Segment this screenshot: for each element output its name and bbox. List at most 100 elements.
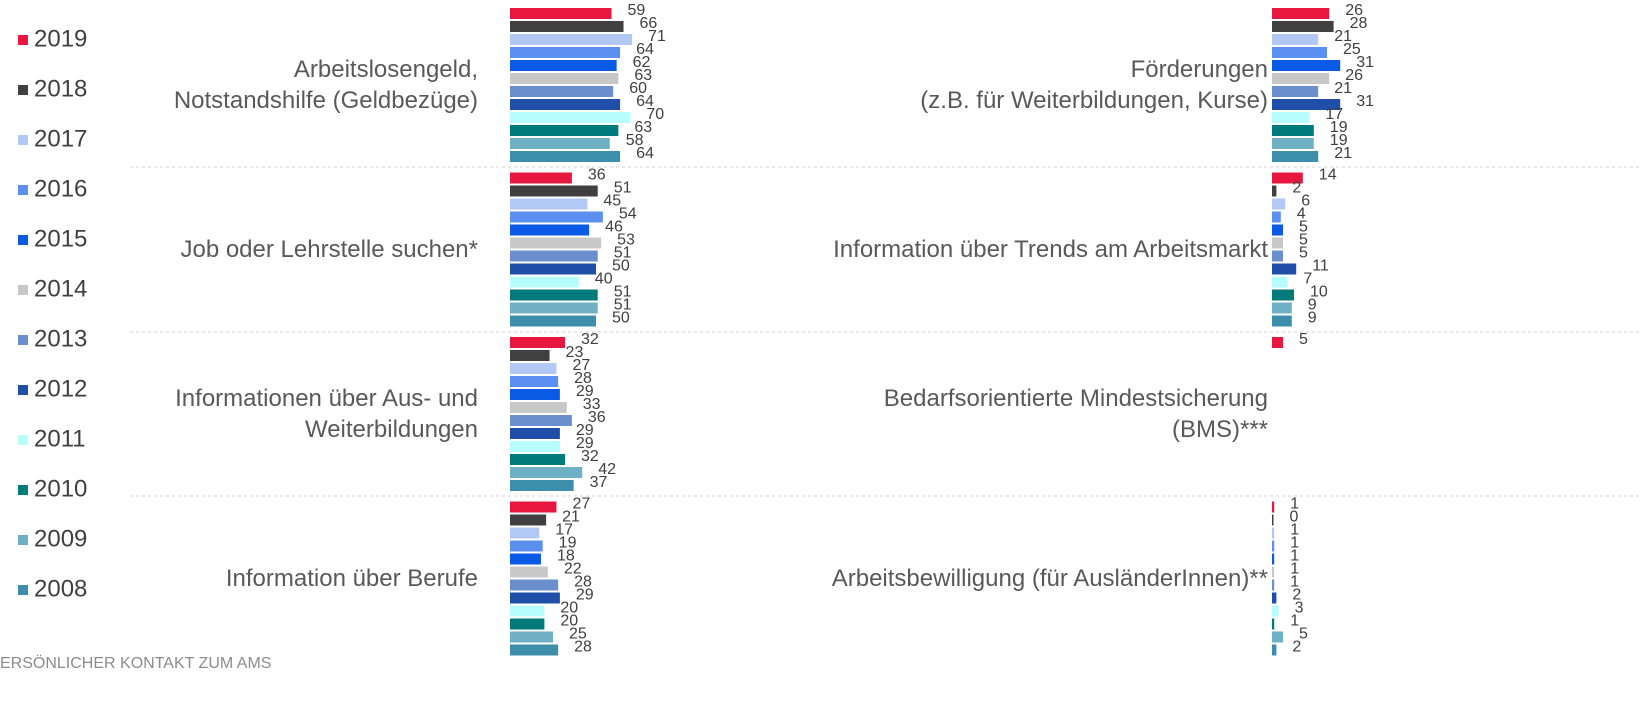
- legend-swatch: [18, 485, 28, 495]
- value-label: 5: [1299, 626, 1308, 643]
- value-label: 1: [1290, 535, 1299, 552]
- value-label: 5: [1299, 331, 1308, 348]
- bar: [510, 138, 610, 149]
- value-label: 51: [614, 284, 632, 301]
- legend-label: 2017: [34, 125, 87, 152]
- legend-label: 2012: [34, 375, 87, 402]
- legend-swatch: [18, 85, 28, 95]
- value-label: 26: [1345, 2, 1363, 19]
- bar: [510, 60, 617, 71]
- bar: [1272, 514, 1274, 526]
- bar: [510, 553, 541, 565]
- value-label: 21: [1334, 145, 1352, 162]
- value-label: 29: [576, 422, 594, 439]
- value-label: 2: [1292, 639, 1301, 656]
- value-label: 1: [1290, 522, 1299, 539]
- bar: [510, 99, 621, 110]
- value-label: 28: [574, 370, 592, 387]
- legend-swatch: [18, 435, 28, 445]
- value-label: 9: [1308, 310, 1317, 327]
- value-label: 22: [564, 561, 582, 578]
- value-label: 50: [612, 258, 630, 275]
- legend-label: 2014: [34, 275, 87, 302]
- bar: [510, 454, 566, 465]
- value-label: 42: [598, 461, 616, 478]
- value-label: 50: [612, 310, 630, 327]
- value-label: 53: [617, 232, 635, 249]
- bar: [510, 73, 619, 84]
- bar: [1272, 605, 1279, 617]
- legend-label: 2008: [34, 575, 87, 602]
- bar: [510, 86, 614, 97]
- value-label: 31: [1356, 93, 1374, 110]
- bar: [510, 151, 621, 162]
- bar: [510, 21, 624, 32]
- category-label: (BMS)***: [1172, 416, 1268, 443]
- value-label: 5: [1299, 232, 1308, 249]
- category-label: Bedarfsorientierte Mindestsicherung: [884, 385, 1268, 412]
- value-label: 11: [1312, 258, 1329, 275]
- bar: [510, 237, 602, 249]
- bar: [510, 631, 553, 643]
- value-label: 2: [1292, 180, 1301, 197]
- bar: [1272, 263, 1297, 275]
- category-label: Information über Berufe: [226, 565, 478, 592]
- value-label: 37: [590, 474, 608, 491]
- value-label: 20: [560, 600, 578, 617]
- category-label: Information über Trends am Arbeitsmarkt: [833, 236, 1268, 263]
- value-label: 60: [629, 80, 647, 97]
- bar: [510, 428, 560, 439]
- value-label: 32: [581, 448, 599, 465]
- value-label: 23: [566, 344, 584, 361]
- value-label: 29: [576, 587, 594, 604]
- legend-swatch: [18, 35, 28, 45]
- bar: [1272, 172, 1303, 184]
- value-label: 10: [1310, 284, 1328, 301]
- value-label: 25: [569, 626, 587, 643]
- bar: [510, 125, 619, 136]
- value-label: 40: [595, 271, 613, 288]
- legend-label: 2009: [34, 525, 87, 552]
- value-label: 19: [559, 535, 577, 552]
- bar: [510, 605, 545, 617]
- value-label: 9: [1308, 297, 1317, 314]
- bar: [1272, 138, 1314, 149]
- bar: [510, 415, 572, 426]
- bar: [510, 8, 612, 19]
- bar: [510, 112, 631, 123]
- footer: ERSÖNLICHER KONTAKT ZUM AMS: [0, 654, 271, 672]
- value-label: 28: [574, 574, 592, 591]
- value-label: 21: [1334, 80, 1352, 97]
- value-label: 1: [1290, 613, 1299, 630]
- value-label: 36: [588, 167, 606, 184]
- value-label: 14: [1319, 167, 1337, 184]
- value-label: 26: [1345, 67, 1363, 84]
- bar: [1272, 47, 1327, 58]
- bar: [510, 47, 621, 58]
- value-label: 62: [633, 54, 651, 71]
- legend-swatch: [18, 285, 28, 295]
- bar: [510, 376, 559, 387]
- legend-swatch: [18, 135, 28, 145]
- value-label: 17: [1325, 106, 1343, 123]
- category-label: (z.B. für Weiterbildungen, Kurse): [920, 87, 1268, 114]
- value-label: 19: [1330, 132, 1348, 149]
- bar: [1272, 553, 1275, 565]
- legend-swatch: [18, 235, 28, 245]
- value-label: 25: [1343, 41, 1361, 58]
- bar: [510, 441, 560, 452]
- bar: [510, 337, 566, 348]
- value-label: 63: [634, 119, 652, 136]
- bar: [510, 389, 560, 400]
- legend-swatch: [18, 535, 28, 545]
- bar: [510, 480, 574, 491]
- bar: [1272, 224, 1283, 236]
- value-label: 64: [636, 145, 654, 162]
- legend-label: 2013: [34, 325, 87, 352]
- category-label: Arbeitslosengeld,: [294, 56, 478, 83]
- value-label: 45: [603, 193, 621, 210]
- value-label: 64: [636, 41, 654, 58]
- bar: [510, 185, 598, 197]
